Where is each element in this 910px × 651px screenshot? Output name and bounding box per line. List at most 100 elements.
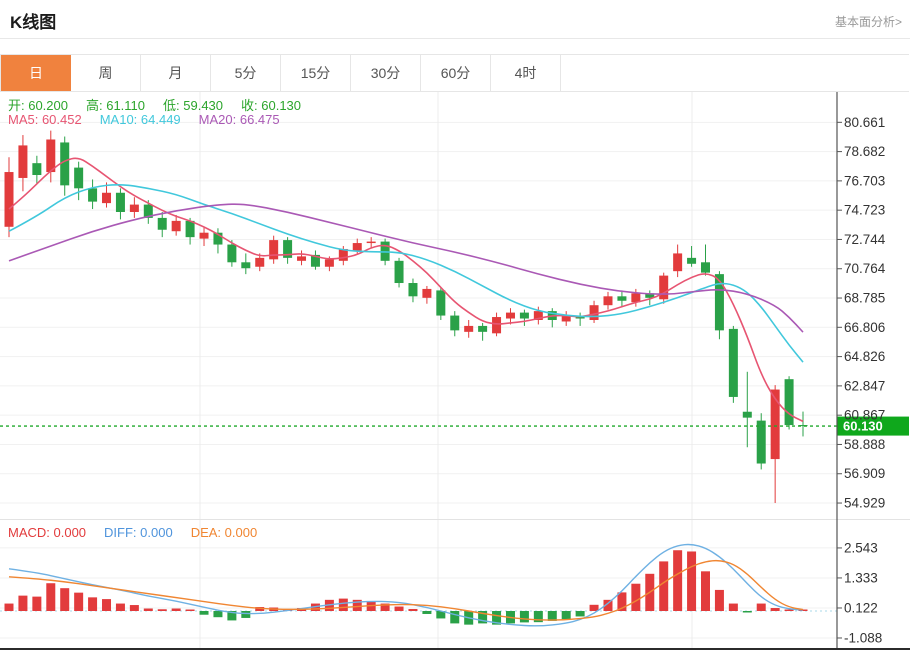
macd-bar xyxy=(701,571,710,611)
candle-body xyxy=(728,328,738,397)
candle-body xyxy=(631,293,641,303)
candle-body xyxy=(227,244,237,263)
macd-bar xyxy=(338,598,348,611)
fundamental-analysis-link[interactable]: 基本面分析> xyxy=(834,15,902,29)
candle-body xyxy=(338,248,348,261)
ma20-legend: MA20: 66.475 xyxy=(198,112,280,127)
candle-body xyxy=(742,411,752,418)
candle-body xyxy=(394,260,404,284)
macd-bar xyxy=(784,609,794,611)
candle-body xyxy=(756,420,766,464)
y-axis-label: 62.847 xyxy=(844,378,885,393)
macd-bar xyxy=(199,611,209,615)
y-axis-label: 1.333 xyxy=(844,570,878,585)
current-price-badge-label: 60.130 xyxy=(843,419,883,434)
candle-body xyxy=(185,220,195,238)
macd-bar xyxy=(18,595,28,611)
candle-body xyxy=(687,257,697,264)
macd-bar xyxy=(394,606,404,611)
candle-body xyxy=(102,192,112,204)
macd-bar xyxy=(575,611,585,617)
macd-bar xyxy=(32,596,42,611)
candle-body xyxy=(241,262,251,269)
ma5-line xyxy=(8,157,804,423)
macd-bar xyxy=(728,603,738,611)
period-tabbar: 日周月 5分 15分 30分 60分 4时 xyxy=(0,54,909,92)
macd-bar xyxy=(255,607,265,611)
y-axis-label: 70.764 xyxy=(844,261,886,276)
candle-body xyxy=(88,188,98,202)
macd-bar xyxy=(478,611,488,624)
ohlc-legend: 开: 60.200 高: 61.110 低: 59.430 收: 60.130 xyxy=(8,95,319,114)
macd-bar xyxy=(603,599,613,611)
y-axis-label: 68.785 xyxy=(844,291,885,306)
candle-body xyxy=(157,217,167,230)
page-title: K线图 xyxy=(10,13,57,32)
macd-bar xyxy=(561,611,571,620)
macd-bar xyxy=(88,597,98,611)
tab-60min[interactable]: 60分 xyxy=(421,55,491,91)
macd-bar xyxy=(547,611,557,621)
candle-body xyxy=(436,290,446,316)
macd-bar xyxy=(617,592,627,611)
macd-bar xyxy=(533,611,543,623)
candle-body xyxy=(46,139,56,173)
macd-bar xyxy=(74,592,84,611)
macd-bar xyxy=(380,603,390,611)
candle-body xyxy=(673,253,683,272)
candle-body xyxy=(129,204,139,212)
macd-legend: MACD: 0.000 DIFF: 0.000 DEA: 0.000 xyxy=(8,525,275,540)
ohlc-close: 收: 60.130 xyxy=(241,98,302,113)
diff-line xyxy=(8,543,804,627)
tab-4hour[interactable]: 4时 xyxy=(491,55,561,91)
candle-body xyxy=(352,243,362,251)
macd-bar xyxy=(352,599,362,611)
macd-bar xyxy=(631,583,641,611)
tab-day[interactable]: 日 xyxy=(1,55,71,91)
candle-body xyxy=(533,311,543,320)
candle-body xyxy=(492,317,502,334)
candle-body xyxy=(143,204,153,218)
macd-bar xyxy=(60,588,70,611)
candle-body xyxy=(4,172,14,227)
macd-bar xyxy=(227,611,237,621)
macd-bar xyxy=(185,609,195,611)
candle-body xyxy=(171,220,181,232)
candle-body xyxy=(645,293,655,298)
candle-body xyxy=(589,305,599,320)
macd-bar xyxy=(659,561,669,611)
y-axis-label: 66.806 xyxy=(844,320,885,335)
tab-month[interactable]: 月 xyxy=(141,55,211,91)
candle-body xyxy=(464,325,474,332)
candle-body xyxy=(505,312,515,319)
candle-body xyxy=(366,241,376,244)
candle-body xyxy=(701,262,710,273)
candle-body xyxy=(561,315,571,322)
tab-5min[interactable]: 5分 xyxy=(211,55,281,91)
candle-body xyxy=(269,240,279,260)
candle-body xyxy=(297,256,307,261)
macd-bar xyxy=(157,609,167,611)
ma-legend: MA5: 60.452 MA10: 64.449 MA20: 66.475 xyxy=(8,112,298,127)
y-axis-label: 78.682 xyxy=(844,144,885,159)
macd-bar xyxy=(714,589,724,611)
macd-bar xyxy=(213,611,223,618)
macd-bar xyxy=(450,611,460,624)
dea-line xyxy=(8,559,804,621)
candle-body xyxy=(617,296,627,301)
macd-bar xyxy=(673,550,683,611)
tab-15min[interactable]: 15分 xyxy=(281,55,351,91)
candle-body xyxy=(213,232,223,245)
tab-30min[interactable]: 30分 xyxy=(351,55,421,91)
ohlc-low: 低: 59.430 xyxy=(163,98,224,113)
candle-body xyxy=(115,192,125,212)
tab-week[interactable]: 周 xyxy=(71,55,141,91)
candle-body xyxy=(519,312,529,319)
ohlc-high: 高: 61.110 xyxy=(86,98,146,113)
y-axis-label: 74.723 xyxy=(844,203,885,218)
y-axis-label: 2.543 xyxy=(844,540,878,555)
candle-body xyxy=(478,325,488,332)
y-axis-label: 76.703 xyxy=(844,173,885,188)
